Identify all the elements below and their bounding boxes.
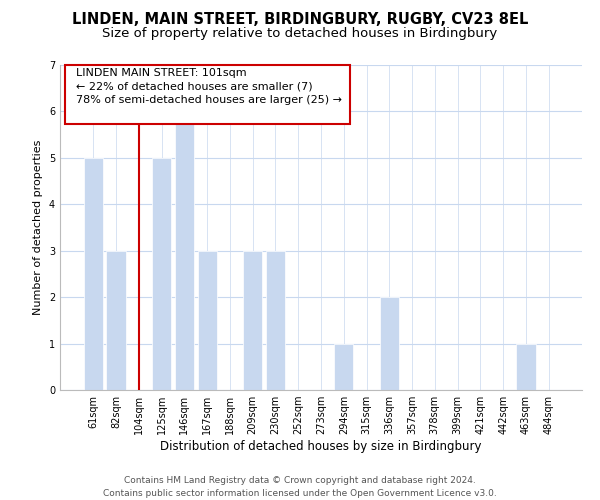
Text: LINDEN, MAIN STREET, BIRDINGBURY, RUGBY, CV23 8EL: LINDEN, MAIN STREET, BIRDINGBURY, RUGBY,… bbox=[72, 12, 528, 28]
Bar bbox=[243, 250, 262, 390]
Y-axis label: Number of detached properties: Number of detached properties bbox=[34, 140, 43, 315]
Text: Contains HM Land Registry data © Crown copyright and database right 2024.
Contai: Contains HM Land Registry data © Crown c… bbox=[103, 476, 497, 498]
Bar bbox=[334, 344, 353, 390]
Text: LINDEN MAIN STREET: 101sqm
← 22% of detached houses are smaller (7)
78% of semi-: LINDEN MAIN STREET: 101sqm ← 22% of deta… bbox=[76, 68, 341, 104]
Bar bbox=[152, 158, 172, 390]
Bar bbox=[380, 297, 399, 390]
X-axis label: Distribution of detached houses by size in Birdingbury: Distribution of detached houses by size … bbox=[160, 440, 482, 453]
Bar bbox=[106, 250, 126, 390]
FancyBboxPatch shape bbox=[65, 65, 350, 124]
Bar bbox=[197, 250, 217, 390]
Bar bbox=[175, 112, 194, 390]
Text: Size of property relative to detached houses in Birdingbury: Size of property relative to detached ho… bbox=[103, 28, 497, 40]
Bar bbox=[516, 344, 536, 390]
Bar bbox=[266, 250, 285, 390]
Bar bbox=[84, 158, 103, 390]
